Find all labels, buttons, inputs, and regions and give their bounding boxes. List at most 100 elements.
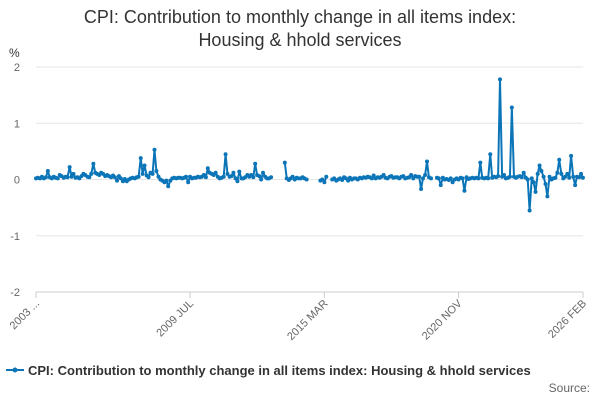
data-point bbox=[476, 176, 481, 181]
data-point bbox=[425, 159, 429, 164]
data-point bbox=[450, 180, 455, 185]
data-point bbox=[340, 178, 345, 183]
data-point bbox=[420, 176, 425, 181]
x-tick-label: 2020 NOV bbox=[420, 297, 465, 342]
data-point bbox=[154, 169, 159, 174]
data-point bbox=[488, 152, 493, 157]
data-point bbox=[152, 147, 157, 152]
data-point bbox=[525, 177, 530, 182]
data-point bbox=[67, 165, 72, 170]
data-point bbox=[409, 173, 414, 177]
data-point bbox=[529, 176, 534, 181]
y-tick-label: 0 bbox=[14, 175, 20, 187]
x-tick-label: 2009 JUL bbox=[154, 298, 196, 340]
data-point bbox=[205, 166, 210, 171]
data-point bbox=[555, 170, 560, 175]
data-point bbox=[573, 183, 578, 188]
data-point bbox=[142, 163, 147, 168]
data-point bbox=[436, 176, 441, 181]
data-point bbox=[531, 180, 536, 185]
data-point bbox=[577, 175, 582, 180]
data-point bbox=[233, 176, 238, 181]
data-point bbox=[429, 176, 434, 181]
data-point bbox=[496, 174, 501, 179]
data-point bbox=[563, 174, 568, 179]
data-point bbox=[580, 175, 585, 180]
x-tick-label: 2015 MAR bbox=[285, 298, 330, 343]
legend-label: CPI: Contribution to monthly change in a… bbox=[28, 362, 531, 378]
x-tick-label: 2003 ... bbox=[8, 298, 42, 332]
data-point bbox=[164, 178, 169, 183]
data-point bbox=[535, 171, 540, 176]
y-tick-label: -1 bbox=[10, 231, 20, 243]
data-point bbox=[346, 178, 351, 183]
data-point bbox=[55, 176, 60, 181]
data-point bbox=[541, 174, 546, 179]
data-point bbox=[112, 175, 117, 180]
data-point bbox=[567, 175, 572, 180]
data-point bbox=[322, 180, 327, 185]
data-point bbox=[497, 77, 502, 82]
data-point bbox=[269, 175, 274, 180]
data-point bbox=[423, 173, 428, 177]
data-point bbox=[43, 175, 48, 180]
chart-title-line-2: Housing & hhold services bbox=[198, 30, 402, 50]
series bbox=[34, 77, 585, 213]
data-point bbox=[533, 189, 538, 194]
data-point bbox=[553, 175, 558, 180]
x-tick-label: 2026 FEB bbox=[546, 298, 589, 341]
data-point bbox=[221, 174, 226, 179]
data-point bbox=[371, 173, 376, 178]
data-point bbox=[448, 176, 453, 181]
y-tick-label: 2 bbox=[14, 62, 20, 74]
data-point bbox=[519, 175, 524, 180]
data-point bbox=[438, 183, 443, 188]
data-point bbox=[223, 152, 228, 157]
data-point bbox=[502, 173, 507, 177]
y-tick-label: 1 bbox=[14, 118, 20, 130]
data-point bbox=[320, 177, 325, 182]
legend[interactable]: CPI: Contribution to monthly change in a… bbox=[6, 360, 531, 380]
data-point bbox=[251, 175, 256, 180]
data-point bbox=[146, 175, 151, 180]
data-point bbox=[118, 176, 123, 181]
data-point bbox=[253, 161, 258, 166]
y-axis-label: % bbox=[9, 46, 20, 60]
data-point bbox=[166, 184, 171, 189]
chart-title: CPI: Contribution to monthly change in a… bbox=[0, 6, 600, 52]
data-point bbox=[71, 171, 76, 176]
data-point bbox=[369, 176, 374, 181]
data-point bbox=[184, 174, 188, 179]
data-point bbox=[45, 169, 50, 174]
data-point bbox=[69, 174, 74, 179]
data-point bbox=[237, 169, 242, 174]
data-point bbox=[507, 174, 512, 179]
data-point bbox=[186, 180, 191, 185]
data-point bbox=[89, 171, 94, 176]
data-point bbox=[565, 171, 570, 176]
axes: 2 1 0 -1 -2% 2003 ... 2009 JUL 2015 MAR 2020 NOV… bbox=[8, 46, 589, 343]
data-point bbox=[478, 160, 483, 165]
chart-title-line-1: CPI: Contribution to monthly change in a… bbox=[83, 7, 517, 27]
series-line bbox=[436, 78, 584, 212]
data-point bbox=[290, 174, 295, 179]
data-point bbox=[235, 179, 240, 184]
data-point bbox=[557, 157, 562, 162]
data-point bbox=[545, 194, 550, 199]
data-point bbox=[150, 171, 155, 176]
data-point bbox=[419, 187, 424, 192]
data-point bbox=[203, 175, 208, 180]
data-point bbox=[282, 160, 287, 165]
data-point bbox=[225, 171, 230, 176]
source-label: Source: bbox=[548, 381, 590, 395]
data-point bbox=[87, 175, 92, 180]
data-point bbox=[324, 174, 329, 179]
data-point bbox=[257, 174, 262, 179]
data-point bbox=[509, 105, 514, 110]
data-point bbox=[569, 153, 574, 158]
data-point bbox=[486, 176, 491, 181]
data-point bbox=[156, 174, 161, 179]
data-point bbox=[521, 170, 526, 175]
data-point bbox=[140, 171, 145, 176]
